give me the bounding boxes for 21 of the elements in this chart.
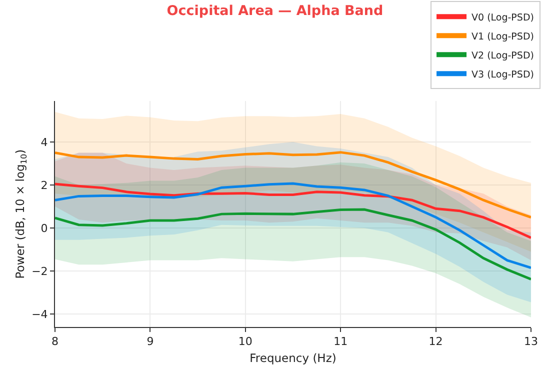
legend-label: V2 (Log-PSD) xyxy=(472,50,534,62)
x-axis-title: Frequency (Hz) xyxy=(250,350,336,365)
x-tick-label: 12 xyxy=(428,335,443,348)
line-series xyxy=(55,182,531,239)
y-tick-label: 2 xyxy=(40,178,48,192)
x-tick-label: 13 xyxy=(524,335,538,348)
line-series xyxy=(55,208,531,280)
legend-label: V1 (Log-PSD) xyxy=(472,31,534,42)
line-series xyxy=(55,182,531,270)
x-tick-label: 9 xyxy=(146,335,154,348)
legend-label: V0 (Log-PSD) xyxy=(472,12,534,24)
line-series xyxy=(55,151,531,219)
x-tick-label: 10 xyxy=(238,335,252,348)
y-tick-label: 0 xyxy=(40,222,48,235)
legend-label: V3 (Log-PSD) xyxy=(472,69,534,80)
x-tick-label: 11 xyxy=(334,335,348,348)
y-tick-label: −2 xyxy=(32,264,48,278)
y-tick-label: 4 xyxy=(40,136,48,149)
y-tick-label: −4 xyxy=(32,308,48,321)
chart-title: Occipital Area — Alpha Band xyxy=(166,3,384,20)
x-tick-label: 8 xyxy=(52,335,58,348)
